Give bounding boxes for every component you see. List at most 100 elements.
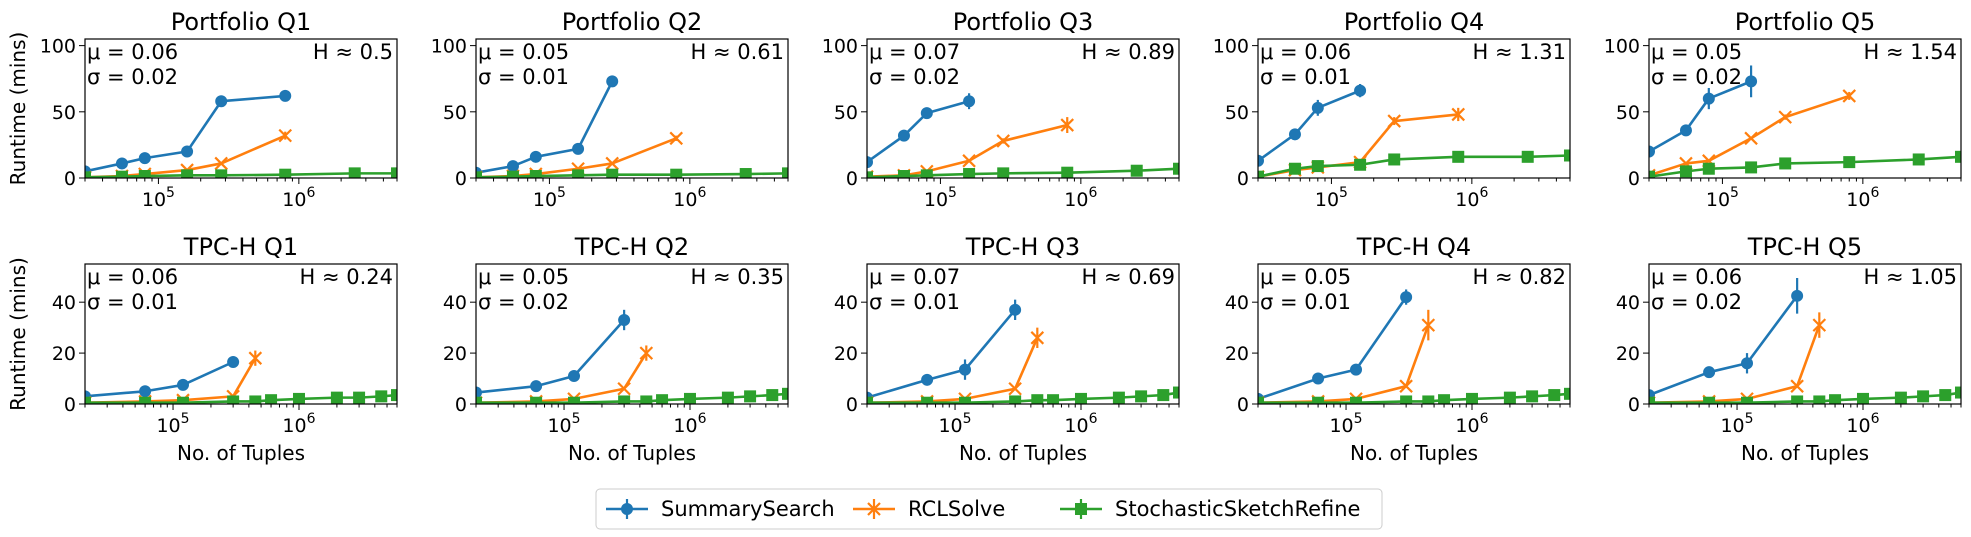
data-point — [1350, 363, 1363, 376]
series-line — [1649, 295, 1799, 397]
series-group — [867, 93, 1179, 178]
data-point — [1130, 164, 1143, 177]
data-point — [139, 385, 152, 398]
y-tick-label: 0 — [1628, 394, 1640, 416]
mu-annotation: μ = 0.07 — [869, 265, 960, 289]
x-tick-base: 10 — [924, 189, 948, 211]
data-point — [1843, 156, 1856, 169]
data-point — [1311, 160, 1324, 173]
data-point — [1790, 379, 1804, 393]
plot-frame — [866, 38, 1180, 179]
data-point — [1388, 153, 1401, 166]
plot-frame — [84, 38, 398, 179]
legend-item: RCLSolve — [853, 497, 1005, 521]
data-point — [1894, 391, 1907, 404]
x-tick-exponent: 5 — [963, 411, 972, 427]
x-tick-label: 105 — [1329, 411, 1362, 437]
h-annotation: H ≈ 0.35 — [691, 265, 785, 289]
data-point — [568, 396, 581, 404]
x-tick-base: 10 — [1846, 415, 1870, 437]
data-point — [1258, 396, 1264, 404]
data-point — [330, 391, 343, 404]
x-tick-base: 10 — [1315, 189, 1339, 211]
data-point — [278, 128, 293, 143]
series-group — [1258, 84, 1570, 178]
sigma-annotation: σ = 0.02 — [1651, 65, 1742, 89]
x-tick-base: 10 — [533, 189, 557, 211]
sigma-annotation: σ = 0.01 — [869, 290, 960, 314]
series-group — [476, 309, 788, 404]
data-point — [1779, 157, 1792, 170]
x-tick-exponent: 5 — [1730, 185, 1739, 201]
x-tick-exponent: 5 — [181, 411, 190, 427]
data-point — [248, 351, 263, 365]
data-point — [1912, 153, 1925, 166]
h-annotation: H ≈ 0.61 — [691, 40, 785, 64]
x-tick-exponent: 6 — [697, 185, 706, 201]
x-tick-exponent: 6 — [1479, 185, 1488, 201]
data-point — [177, 378, 190, 391]
data-point — [1173, 386, 1179, 399]
data-point — [1135, 390, 1148, 403]
plot-frame — [866, 263, 1180, 405]
x-tick-exponent: 6 — [307, 411, 316, 427]
x-tick-label: 106 — [1846, 185, 1879, 211]
subplot-title: TPC-H Q5 — [1747, 233, 1862, 261]
data-point — [1438, 394, 1451, 404]
data-point — [568, 370, 581, 382]
data-point — [85, 171, 91, 178]
data-point — [292, 392, 305, 404]
x-tick-base: 10 — [282, 415, 306, 437]
plot-frame — [1648, 38, 1962, 179]
series-line — [476, 319, 626, 394]
x-tick-exponent: 6 — [1089, 411, 1098, 427]
data-point — [1703, 366, 1716, 379]
h-annotation: H ≈ 0.82 — [1473, 265, 1567, 289]
subplot-title: Portfolio Q1 — [171, 8, 312, 36]
x-tick-label: 106 — [282, 185, 315, 211]
y-tick-label: 0 — [1237, 394, 1249, 416]
data-point — [1564, 149, 1570, 162]
data-point — [1744, 131, 1758, 146]
x-tick-label: 105 — [547, 411, 580, 437]
y-axis-label: Runtime (mins) — [6, 257, 30, 411]
x-tick-label: 106 — [673, 411, 706, 437]
series-line — [85, 393, 397, 404]
mu-annotation: μ = 0.05 — [1651, 40, 1742, 64]
data-point — [215, 95, 228, 108]
mu-annotation: μ = 0.06 — [87, 265, 178, 289]
data-point — [476, 171, 482, 178]
data-point — [530, 380, 543, 393]
mu-annotation: μ = 0.06 — [1260, 40, 1351, 64]
y-tick-label: 0 — [455, 394, 467, 416]
data-point — [867, 396, 873, 404]
legend-item: StochasticSketchRefine — [1060, 497, 1360, 521]
data-point — [1421, 318, 1436, 332]
series-group — [1649, 65, 1961, 178]
sigma-annotation: σ = 0.02 — [478, 290, 569, 314]
x-tick-label: 106 — [1455, 411, 1488, 437]
data-point — [963, 95, 976, 108]
x-tick-base: 10 — [1846, 189, 1870, 211]
data-point — [920, 169, 933, 178]
x-tick-label: 106 — [1455, 185, 1488, 211]
y-tick-label: 50 — [443, 102, 467, 124]
x-tick-label: 105 — [533, 185, 566, 211]
x-tick-label: 105 — [156, 411, 189, 437]
data-point — [115, 157, 128, 170]
data-point — [867, 156, 873, 169]
data-point — [897, 129, 910, 142]
subplot-title: TPC-H Q3 — [965, 233, 1080, 261]
y-tick-label: 50 — [1225, 102, 1249, 124]
legend-frame — [595, 488, 1383, 530]
x-tick-base: 10 — [673, 415, 697, 437]
data-point — [1791, 289, 1804, 302]
x-tick-exponent: 6 — [698, 411, 707, 427]
x-tick-base: 10 — [1064, 189, 1088, 211]
series-group — [1649, 278, 1961, 404]
data-point — [1451, 107, 1466, 122]
data-point — [639, 346, 654, 360]
y-tick-label: 0 — [455, 168, 467, 190]
